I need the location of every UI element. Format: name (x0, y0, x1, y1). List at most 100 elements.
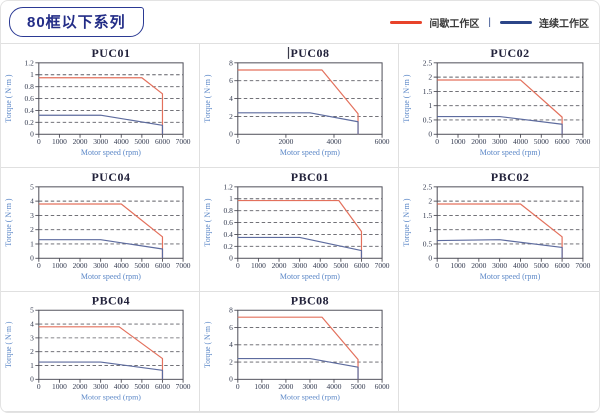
svg-text:4000: 4000 (513, 261, 528, 270)
svg-text:0: 0 (229, 254, 233, 263)
svg-text:0.5: 0.5 (423, 240, 433, 249)
svg-text:2: 2 (30, 347, 34, 356)
svg-text:0: 0 (435, 137, 439, 146)
chart-cell: 0 1000 2000 3000 4000 5000 6000 7000 0 0.2 0.4 0.6 0… (1, 44, 200, 168)
y-axis-label: Torque ( N·m ) (402, 198, 411, 246)
svg-text:0.8: 0.8 (25, 82, 35, 91)
svg-text:2000: 2000 (73, 137, 88, 146)
svg-text:1000: 1000 (450, 261, 465, 270)
svg-text:4: 4 (229, 94, 233, 103)
chart-title: PBC08 (291, 295, 329, 308)
svg-text:1: 1 (30, 70, 34, 79)
svg-text:0.4: 0.4 (224, 230, 234, 239)
svg-text:2000: 2000 (471, 137, 486, 146)
svg-text:7000: 7000 (176, 382, 191, 391)
series-line (38, 326, 164, 380)
svg-text:1000: 1000 (52, 382, 67, 391)
continuous-zone-label: 连续工作区 (539, 18, 589, 30)
svg-text:6000: 6000 (155, 261, 170, 270)
torque-speed-chart: 0 1000 2000 3000 4000 5000 6000 7000 0 0.2 0.4 0.6 0… (203, 170, 390, 281)
series-line (437, 115, 563, 135)
svg-text:3000: 3000 (492, 137, 507, 146)
x-axis-label: Motor speed (rpm) (81, 272, 141, 281)
x-axis-label: Motor speed (rpm) (280, 393, 340, 402)
svg-text:1000: 1000 (52, 261, 67, 270)
svg-text:0.8: 0.8 (224, 206, 234, 215)
y-axis-label: Torque ( N·m ) (4, 74, 13, 122)
svg-text:8: 8 (229, 306, 233, 315)
x-axis-label: Motor speed (rpm) (480, 148, 541, 157)
svg-text:3: 3 (30, 211, 34, 220)
svg-text:5000: 5000 (534, 261, 549, 270)
svg-text:1: 1 (428, 101, 432, 110)
torque-speed-chart: 0 1000 2000 3000 4000 5000 6000 7000 0 0.2 0.4 0.6 0… (4, 46, 191, 157)
torque-speed-chart: 0 1000 2000 3000 4000 5000 6000 7000 0 1 2 3 4 5 Motor… (4, 295, 191, 402)
x-axis-label: Motor speed (rpm) (81, 393, 141, 402)
svg-text:3000: 3000 (93, 137, 108, 146)
y-axis-label: Torque ( N·m ) (4, 198, 13, 246)
svg-text:1: 1 (30, 239, 34, 248)
svg-text:2.5: 2.5 (423, 58, 433, 67)
svg-text:6000: 6000 (555, 261, 570, 270)
charts-grid: 0 1000 2000 3000 4000 5000 6000 7000 0 0.2 0.4 0.6 0… (1, 43, 599, 412)
svg-text:2: 2 (229, 358, 233, 367)
chart-title: PUC02 (490, 46, 529, 60)
torque-speed-chart: 0 1000 2000 3000 4000 5000 6000 7000 0 0.5 1 1.5 2 2.… (402, 170, 591, 281)
svg-text:0: 0 (236, 382, 240, 391)
chart-cell: 0 1000 2000 3000 4000 5000 6000 7000 0 1 2 3 4 5 Motor… (1, 292, 200, 411)
series-line (437, 79, 563, 135)
svg-text:0: 0 (30, 254, 34, 263)
svg-text:5000: 5000 (134, 382, 149, 391)
svg-text:5: 5 (30, 306, 34, 315)
legend: 间歇工作区 | 连续工作区 (390, 15, 589, 30)
svg-text:7000: 7000 (575, 261, 590, 270)
series-line (38, 77, 164, 135)
svg-text:0: 0 (30, 375, 34, 384)
svg-text:1.2: 1.2 (25, 58, 35, 67)
svg-text:1: 1 (229, 194, 233, 203)
x-axis-label: Motor speed (rpm) (280, 148, 340, 157)
svg-text:0: 0 (37, 382, 41, 391)
svg-text:4000: 4000 (313, 261, 328, 270)
intermittent-zone-swatch (390, 20, 423, 24)
intermittent-zone-label: 间歇工作区 (429, 18, 480, 30)
svg-text:3000: 3000 (492, 261, 507, 270)
svg-text:0: 0 (30, 130, 34, 139)
svg-text:1000: 1000 (450, 137, 465, 146)
chart-title: PUC04 (91, 170, 130, 184)
svg-text:0: 0 (236, 261, 240, 270)
series-line (38, 203, 164, 259)
chart-cell: 0 1000 2000 3000 4000 5000 6000 0 2 4 6 8 Motor spee… (200, 292, 399, 411)
series-line (237, 199, 363, 259)
chart-cell: 0 1000 2000 3000 4000 5000 6000 7000 0 1 2 3 4 5 Motor… (1, 168, 200, 292)
y-axis-label: Torque ( N·m ) (203, 74, 212, 122)
svg-text:2000: 2000 (471, 261, 486, 270)
svg-text:0.2: 0.2 (224, 242, 234, 251)
svg-text:4: 4 (30, 320, 34, 329)
svg-text:5000: 5000 (351, 382, 366, 391)
svg-text:5000: 5000 (134, 137, 149, 146)
series-line (38, 361, 164, 380)
svg-text:0.4: 0.4 (25, 106, 35, 115)
svg-text:1000: 1000 (251, 261, 266, 270)
y-axis-label: Torque ( N·m ) (203, 198, 212, 246)
svg-text:5000: 5000 (333, 261, 348, 270)
torque-speed-chart: 0 2000 4000 6000 0 2 4 6 8 Motor speed (rpm) Torqu… (203, 46, 390, 157)
svg-text:3000: 3000 (292, 261, 307, 270)
svg-text:2000: 2000 (73, 382, 88, 391)
chart-title: PUC01 (91, 46, 130, 60)
torque-speed-chart: 0 1000 2000 3000 4000 5000 6000 0 2 4 6 8 Motor spee… (203, 295, 390, 402)
svg-text:5: 5 (30, 182, 34, 191)
svg-text:7000: 7000 (176, 137, 191, 146)
svg-text:1.5: 1.5 (423, 211, 433, 220)
torque-speed-chart: 0 1000 2000 3000 4000 5000 6000 7000 0 0.5 1 1.5 2 2.… (402, 46, 591, 157)
svg-text:1: 1 (30, 361, 34, 370)
svg-text:1.5: 1.5 (423, 87, 433, 96)
svg-text:6000: 6000 (155, 137, 170, 146)
y-axis-label: Torque ( N·m ) (203, 321, 212, 368)
x-axis-label: Motor speed (rpm) (81, 148, 141, 157)
svg-text:6000: 6000 (155, 382, 170, 391)
svg-text:6000: 6000 (555, 137, 570, 146)
y-axis-label: Torque ( N·m ) (4, 321, 13, 368)
series-line (437, 203, 563, 259)
